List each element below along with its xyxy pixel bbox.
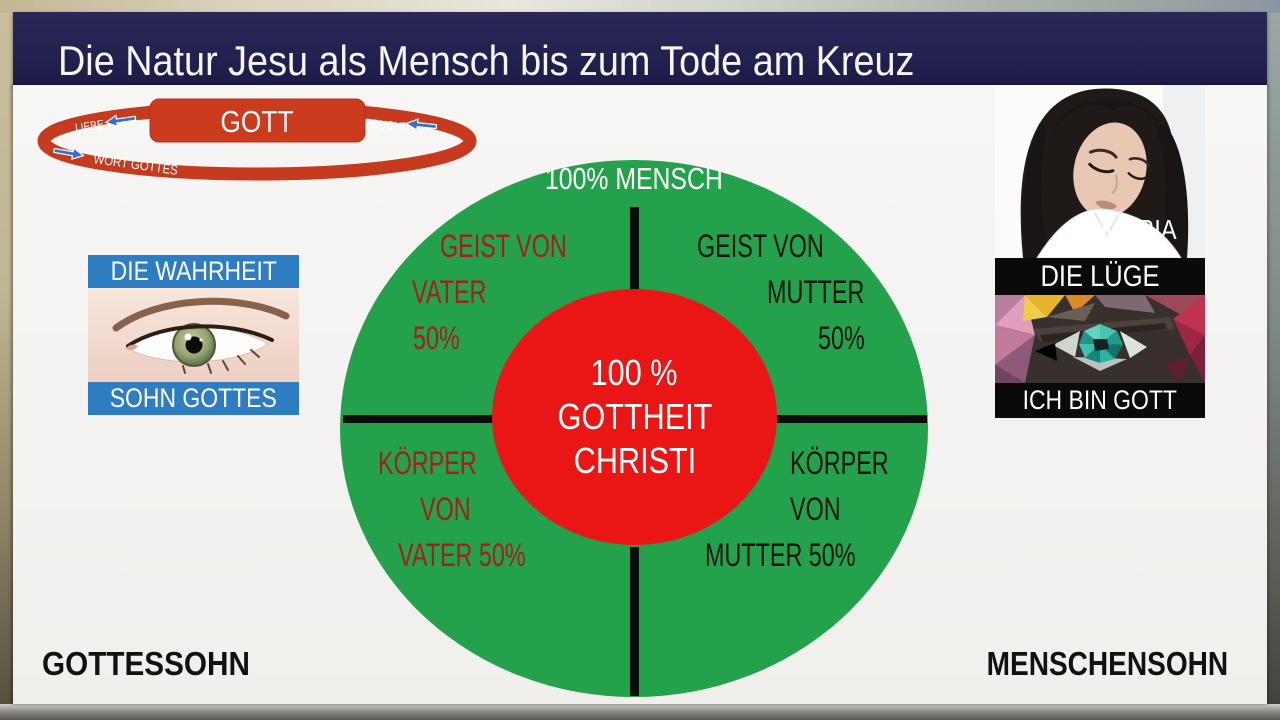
quadrant-bottom-right-line1: KÖRPER [790, 445, 889, 481]
liebe-arrow-icon [104, 114, 137, 128]
quadrant-bottom-left-line3: VATER 50% [398, 537, 526, 573]
liebe-label: LIEBE [74, 118, 104, 135]
lie-banner: DIE LÜGE [995, 258, 1205, 295]
divider-left [343, 415, 493, 423]
divider-bottom [630, 547, 639, 696]
gottessohn-label: GOTTESSOHN [42, 645, 250, 682]
divider-right [777, 415, 927, 423]
background-bottom-strip [0, 704, 1280, 720]
quadrant-top-right-line1: GEIST VON [697, 228, 824, 264]
mensch-100-label: 100% MENSCH [545, 161, 723, 196]
truth-card-header: DIE WAHRHEIT [88, 255, 299, 288]
god-banner: ICH BIN GOTT [995, 383, 1205, 418]
quadrant-top-right-line2: MUTTER [767, 274, 865, 310]
polygon-eye-image [995, 295, 1205, 383]
center-line3: CHRISTI [573, 440, 696, 481]
truth-card: DIE WAHRHEIT SOHN GOT [88, 255, 299, 415]
gott-label: GOTT [220, 105, 293, 139]
quadrant-top-left-line2: VATER [412, 274, 487, 310]
quadrant-top-left-line3: 50% [413, 320, 460, 356]
gottheit-center-circle: 100 % GOTTHEIT CHRISTI [492, 289, 777, 545]
quadrant-top-left-line1: GEIST VON [440, 228, 567, 264]
gott-cycle-diagram: GOTT LIEBE FRUCHT WORT GOTTES [33, 95, 483, 183]
quadrant-bottom-right-line3: MUTTER 50% [705, 537, 856, 573]
polygon-eye-graphic [995, 295, 1205, 383]
quadrant-top-right-line3: 50% [818, 320, 865, 356]
quadrant-bottom-left-line1: KÖRPER [378, 445, 477, 481]
page-title: Die Natur Jesu als Mensch bis zum Tode a… [58, 37, 915, 84]
center-line2: GOTTHEIT [557, 396, 712, 437]
header-bar: Die Natur Jesu als Mensch bis zum Tode a… [13, 12, 1267, 85]
center-line1: 100 % [591, 352, 678, 393]
menschensohn-label: MENSCHENSOHN [986, 645, 1228, 682]
background-top-strip [0, 0, 1280, 13]
quadrant-bottom-left-line2: VON [420, 491, 471, 527]
maria-label: MARIA [1101, 214, 1177, 245]
divider-top [630, 207, 639, 289]
frucht-label: FRUCHT [365, 117, 408, 134]
maria-photo: MARIA [995, 85, 1205, 258]
gott-box [149, 98, 366, 143]
maria-image [995, 85, 1205, 258]
natural-eye-image [88, 288, 299, 382]
truth-card-footer: SOHN GOTTES [88, 382, 299, 415]
wort-gottes-arrow-icon [53, 147, 85, 160]
frucht-arrow-icon [405, 118, 438, 132]
gott-cycle-graphic: GOTT LIEBE FRUCHT WORT GOTTES [37, 98, 477, 181]
background-right-strip [1267, 13, 1280, 705]
quadrant-bottom-right-line2: VON [790, 491, 841, 527]
background-left-strip [0, 13, 13, 705]
